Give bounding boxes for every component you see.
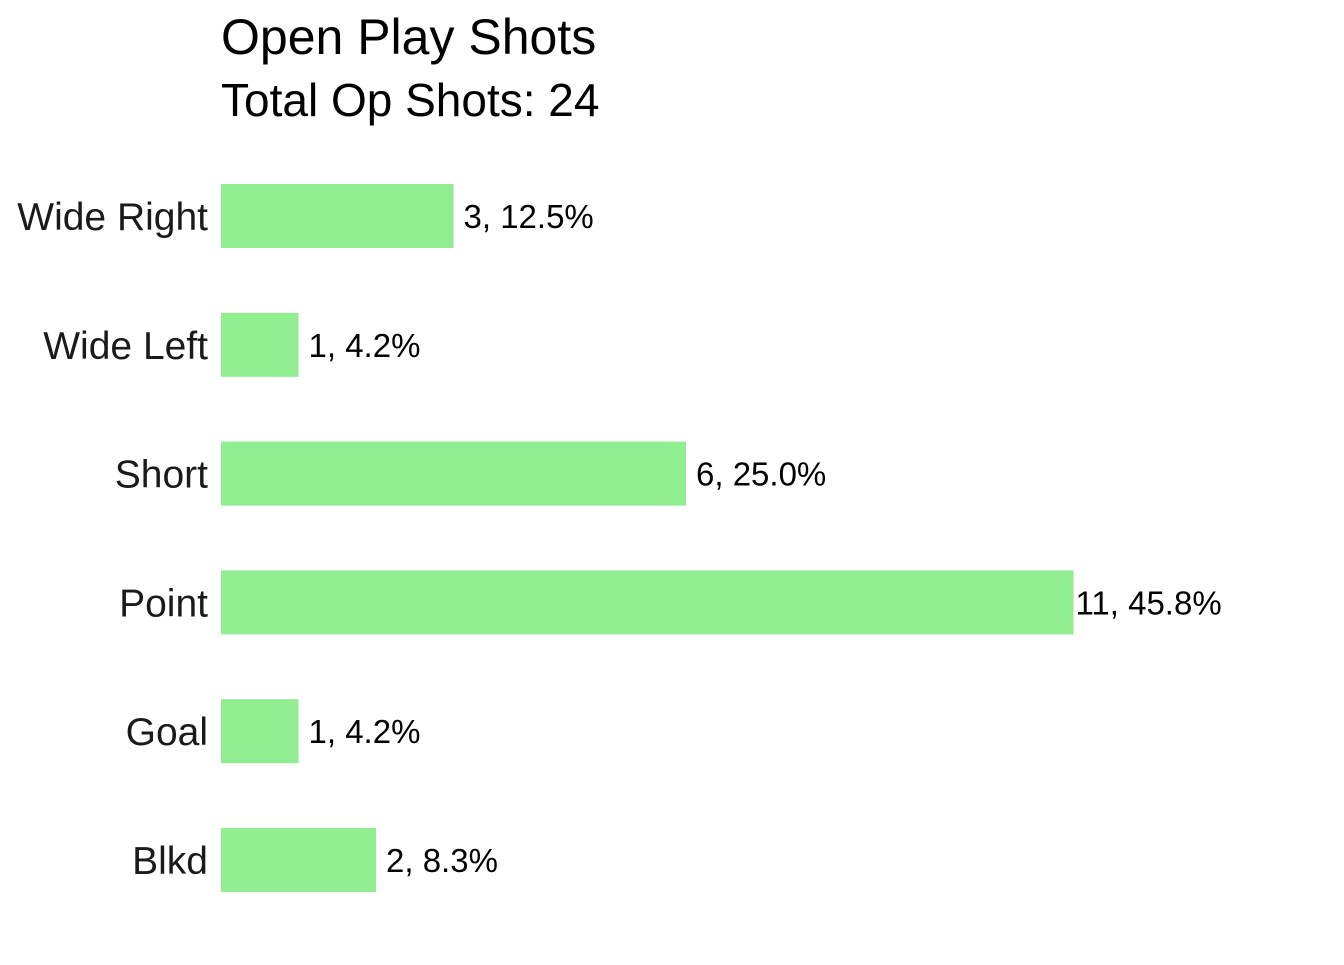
data-label: 11, 45.8% bbox=[1076, 584, 1222, 621]
category-label: Goal bbox=[126, 711, 208, 754]
chart-title: Open Play Shots bbox=[221, 9, 596, 65]
category-label: Wide Right bbox=[17, 196, 208, 239]
data-label: 2, 8.3% bbox=[386, 842, 498, 879]
data-label: 6, 25.0% bbox=[696, 456, 826, 493]
bar-point bbox=[221, 570, 1074, 635]
bar-wide-left bbox=[221, 312, 299, 377]
data-label: 3, 12.5% bbox=[464, 198, 594, 235]
data-label: 1, 4.2% bbox=[309, 713, 421, 750]
bar-wide-right bbox=[221, 184, 454, 248]
bar-short bbox=[221, 441, 686, 506]
bars-layer: Wide Right 3, 12.5% Wide Left 1, 4.2% Short 6… bbox=[17, 184, 1222, 892]
category-label: Blkd bbox=[132, 840, 208, 883]
category-label: Point bbox=[119, 582, 208, 625]
category-label: Wide Left bbox=[43, 325, 208, 368]
bar-blkd bbox=[221, 828, 376, 892]
category-label: Short bbox=[115, 454, 208, 497]
data-label: 1, 4.2% bbox=[309, 327, 421, 364]
bar-goal bbox=[221, 699, 299, 764]
chart-subtitle: Total Op Shots: 24 bbox=[221, 74, 599, 126]
